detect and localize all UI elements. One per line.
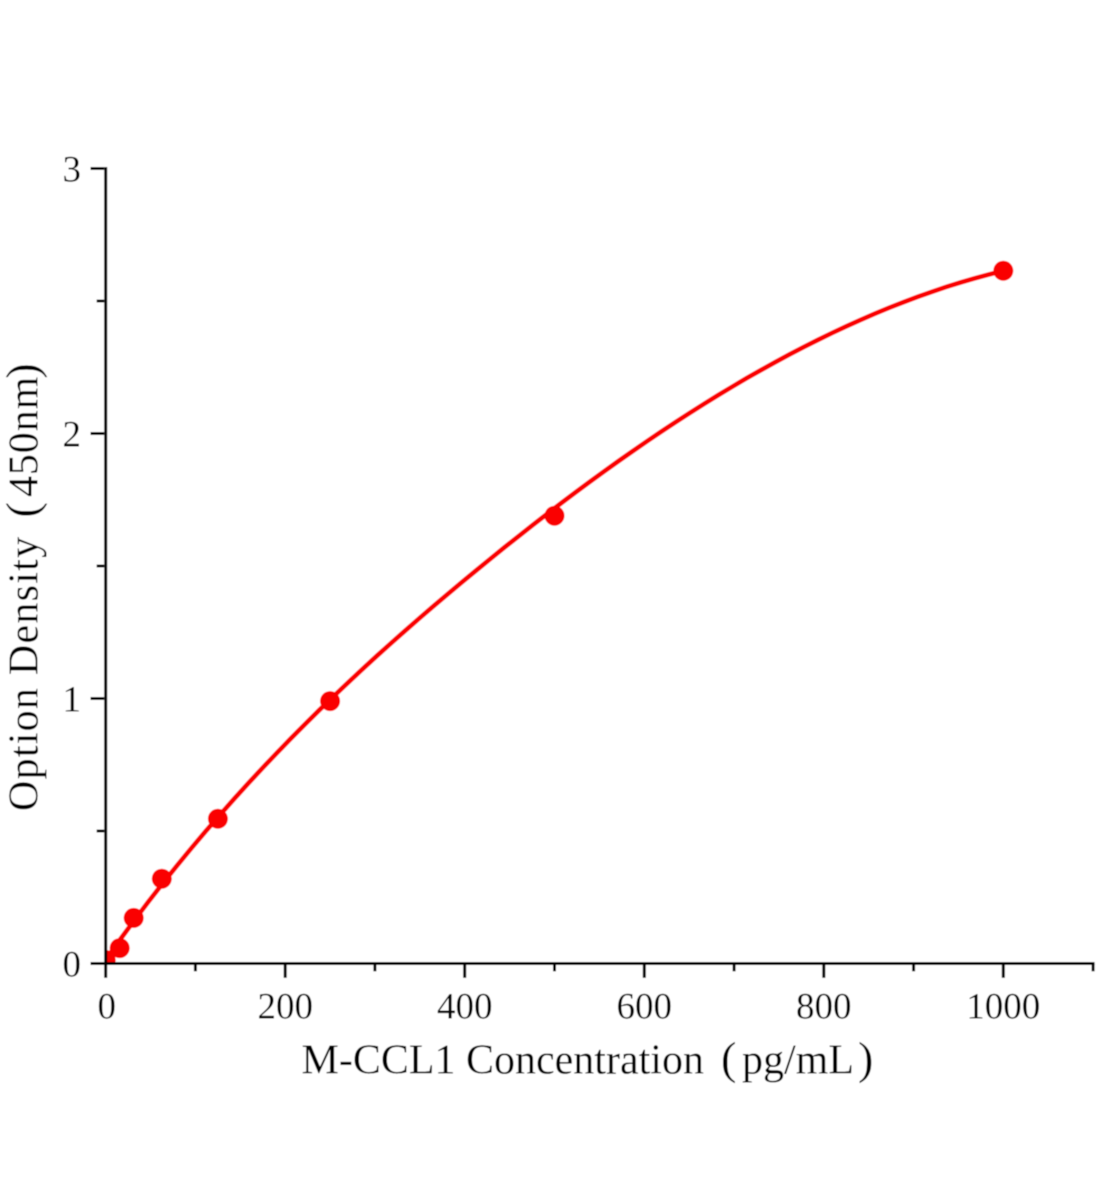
svg-text:600: 600: [617, 987, 673, 1028]
svg-text:450nm: 450nm: [2, 376, 48, 497]
svg-text:M-CCL1 Concentration: M-CCL1 Concentration: [302, 1038, 704, 1084]
svg-text:): ): [858, 1033, 873, 1084]
svg-text:pg/mL: pg/mL: [742, 1038, 854, 1084]
svg-text:1: 1: [63, 680, 82, 721]
svg-text:0: 0: [63, 945, 82, 986]
svg-text:(: (: [0, 502, 48, 517]
svg-text:1000: 1000: [966, 987, 1040, 1028]
svg-text:3: 3: [63, 150, 82, 191]
svg-text:Option Density: Option Density: [2, 536, 48, 811]
svg-text:400: 400: [437, 987, 493, 1028]
svg-text:800: 800: [796, 987, 852, 1028]
svg-text:200: 200: [257, 987, 313, 1028]
svg-text:2: 2: [63, 415, 82, 456]
svg-text:): ): [0, 363, 48, 378]
svg-text:(: (: [721, 1033, 736, 1084]
svg-text:0: 0: [97, 987, 116, 1028]
